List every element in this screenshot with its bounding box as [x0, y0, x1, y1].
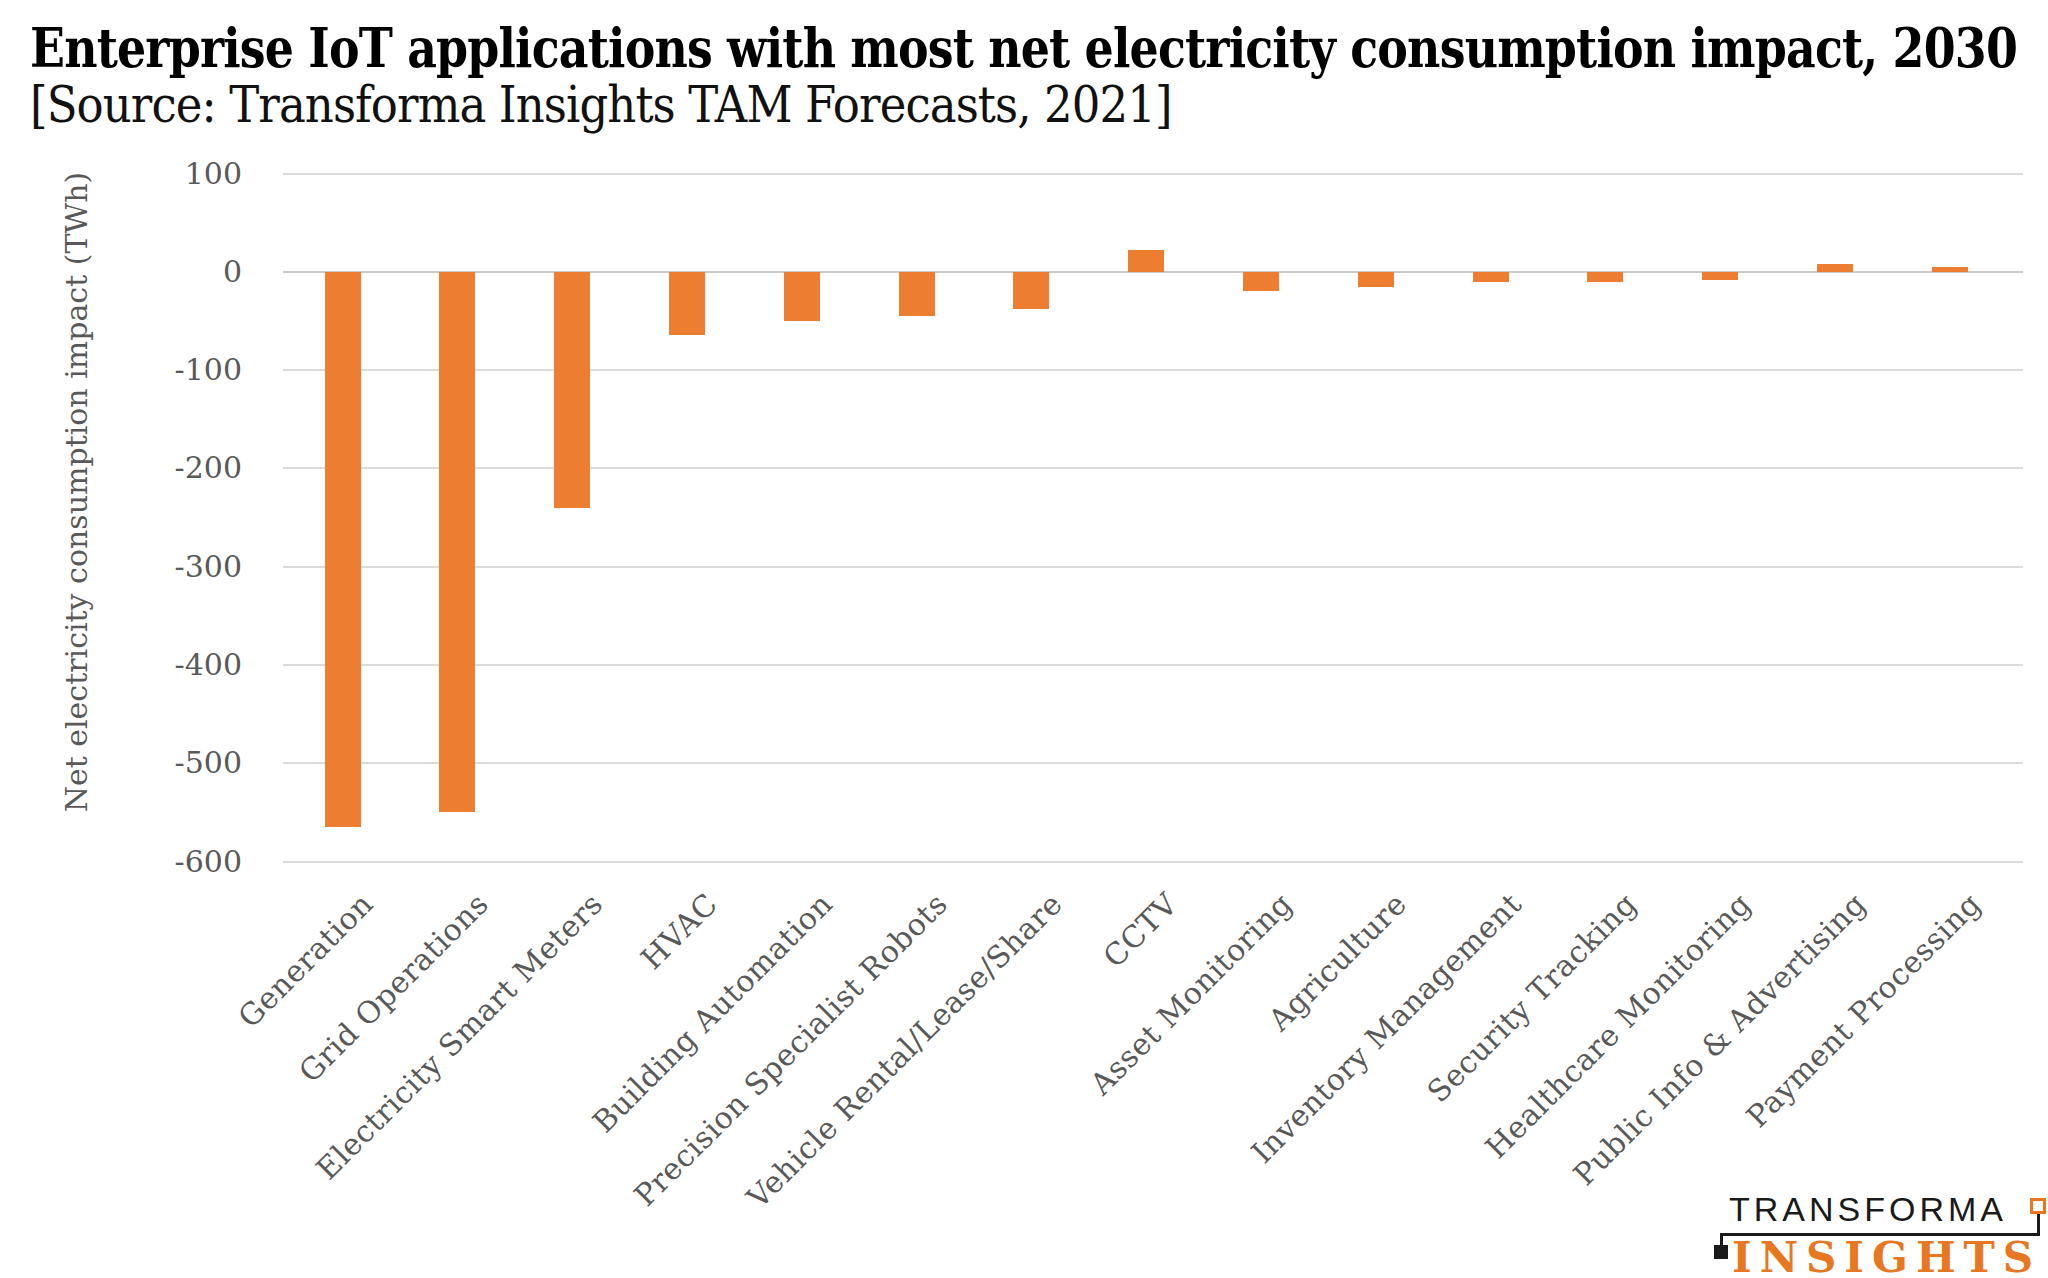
logo-connector-line	[2037, 1214, 2040, 1233]
bar-precision-specialist-robots	[899, 272, 935, 316]
y-tick-label: -100	[0, 352, 242, 387]
logo-orange-square-icon	[2030, 1198, 2046, 1214]
bar-agriculture	[1358, 272, 1394, 287]
x-axis-label: Asset Monitoring	[1083, 886, 1299, 1102]
transforma-insights-logo: TRANSFORMA INSIGHTS	[1712, 1192, 2048, 1278]
bar-hvac	[669, 272, 705, 335]
logo-black-square-icon	[1714, 1245, 1728, 1259]
logo-insights-text: INSIGHTS	[1732, 1237, 2041, 1278]
x-axis-label: CCTV	[1096, 886, 1184, 974]
gridline	[283, 861, 2023, 863]
bar-generation	[325, 272, 361, 827]
bar-chart: Net electricity consumption impact (TWh)…	[0, 0, 2048, 1278]
y-tick-label: -500	[0, 745, 242, 780]
bar-payment-processing	[1932, 267, 1968, 272]
y-tick-label: -300	[0, 548, 242, 583]
bar-asset-monitoring	[1243, 272, 1279, 292]
y-tick-label: 100	[0, 155, 242, 190]
logo-transforma-text: TRANSFORMA	[1729, 1192, 2007, 1226]
bar-building-automation	[784, 272, 820, 321]
gridline	[283, 762, 2023, 764]
x-axis-label: Payment Processing	[1739, 886, 1987, 1134]
bar-electricity-smart-meters	[554, 272, 590, 508]
y-tick-label: 0	[0, 254, 242, 289]
bar-vehicle-rental-lease-share	[1013, 272, 1049, 309]
bar-public-info-advertising	[1817, 264, 1853, 272]
bar-cctv	[1128, 250, 1164, 272]
x-axis-label: Security Tracking	[1420, 886, 1643, 1109]
bar-grid-operations	[439, 272, 475, 813]
x-axis-label: Grid Operations	[292, 886, 495, 1089]
bar-healthcare-monitoring	[1702, 272, 1738, 280]
gridline	[283, 566, 2023, 568]
y-tick-label: -400	[0, 647, 242, 682]
gridline	[283, 173, 2023, 175]
gridline	[283, 467, 2023, 469]
x-axis-label: HVAC	[635, 886, 725, 976]
y-tick-label: -200	[0, 450, 242, 485]
y-tick-label: -600	[0, 843, 242, 878]
bar-security-tracking	[1587, 272, 1623, 282]
chart-page: Enterprise IoT applications with most ne…	[0, 0, 2048, 1278]
bar-inventory-management	[1473, 272, 1509, 282]
gridline	[283, 369, 2023, 371]
gridline	[283, 664, 2023, 666]
